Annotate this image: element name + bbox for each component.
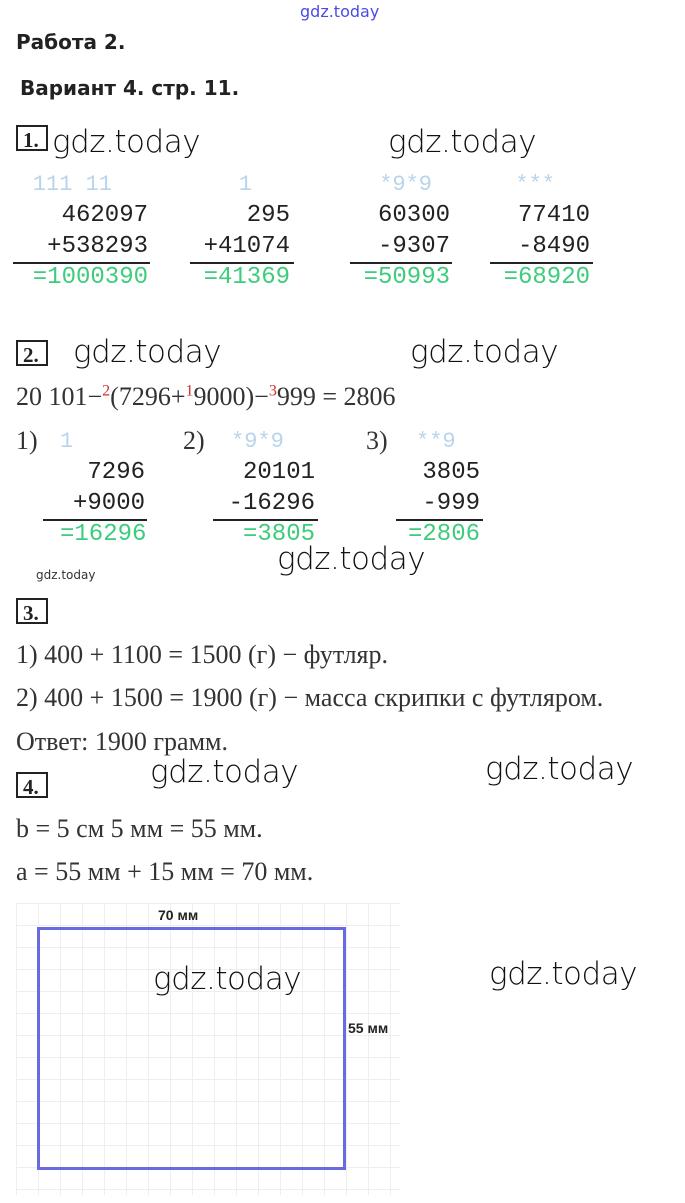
expr-part: 999 = 2806 bbox=[276, 382, 396, 411]
column-calc: *9*9 20101 -16296 =3805 bbox=[213, 426, 315, 550]
operand: 462097 bbox=[61, 202, 148, 229]
solution-line: a = 55 мм + 15 мм = 70 мм. bbox=[16, 857, 314, 886]
operand: 295 bbox=[246, 202, 290, 229]
result: =1000390 bbox=[32, 264, 148, 291]
carry: *9*9 bbox=[231, 429, 284, 454]
watermark: gdz.today bbox=[388, 124, 537, 160]
rectangle-drawing bbox=[37, 927, 346, 1170]
watermark: gdz.today bbox=[73, 334, 222, 370]
expr-part: (7296+ bbox=[110, 382, 186, 411]
result: =3805 bbox=[242, 521, 315, 548]
result: =68920 bbox=[503, 264, 590, 291]
task-number: 2. bbox=[16, 340, 48, 367]
sum-line bbox=[490, 262, 593, 264]
task-number: 4. bbox=[16, 772, 48, 799]
operand: -9307 bbox=[377, 233, 450, 260]
carry: *** bbox=[515, 172, 555, 197]
carry: **9 bbox=[416, 429, 456, 454]
column-calc: 1 7296 +9000 =16296 bbox=[60, 426, 147, 550]
height-label: 55 мм bbox=[348, 1020, 389, 1036]
operand: 20101 bbox=[242, 459, 315, 486]
answer-line: Ответ: 1900 грамм. bbox=[16, 727, 228, 756]
carry: 1 bbox=[238, 172, 252, 197]
sum-line bbox=[190, 262, 294, 264]
watermark: gdz.today bbox=[485, 751, 634, 787]
result: =41369 bbox=[203, 264, 290, 291]
variant-heading: Вариант 4. стр. 11. bbox=[20, 76, 240, 100]
solution-line: 1) 400 + 1100 = 1500 (г) − футляр. bbox=[16, 640, 389, 669]
step-label: 2) bbox=[183, 426, 205, 455]
sum-line bbox=[213, 519, 318, 521]
step-label: 3) bbox=[366, 426, 388, 455]
watermark: gdz.today bbox=[52, 124, 201, 160]
task-number: 1. bbox=[16, 125, 48, 152]
result: =50993 bbox=[363, 264, 450, 291]
order-mark: 2 bbox=[102, 382, 111, 400]
operand: 7296 bbox=[87, 459, 145, 486]
watermark: gdz.today bbox=[150, 754, 299, 790]
watermark: gdz.today bbox=[489, 956, 638, 992]
solution-line: b = 5 см 5 мм = 55 мм. bbox=[16, 814, 263, 843]
operand: +41074 bbox=[203, 233, 290, 260]
sum-line bbox=[13, 262, 150, 264]
watermark: gdz.today bbox=[410, 334, 559, 370]
watermark: gdz.today bbox=[153, 961, 302, 997]
operand: -8490 bbox=[517, 233, 590, 260]
carry: *9*9 bbox=[379, 172, 432, 197]
width-label: 70 мм bbox=[158, 907, 199, 923]
expression: 20 101−2(7296+19000)−3999 = 2806 bbox=[16, 382, 396, 412]
page-title: Работа 2. bbox=[16, 30, 126, 54]
carry: 1 bbox=[60, 429, 74, 454]
grid-paper bbox=[16, 903, 400, 1195]
sum-line bbox=[350, 262, 452, 264]
watermark: gdz.today bbox=[36, 568, 96, 582]
operand: 3805 bbox=[422, 459, 480, 486]
carry: 111 11 bbox=[32, 172, 112, 197]
sum-line bbox=[396, 519, 483, 521]
column-calc: **9 3805 -999 =2806 bbox=[396, 426, 480, 550]
step-label: 1) bbox=[16, 426, 38, 455]
column-calc: *9*9 60300 -9307 =50993 bbox=[364, 169, 450, 293]
order-mark: 1 bbox=[185, 382, 194, 400]
column-calc: *** 77410 -8490 =68920 bbox=[504, 169, 590, 293]
column-calc: 111 11 462097 +538293 =1000390 bbox=[33, 169, 148, 293]
result: =16296 bbox=[60, 521, 147, 548]
sum-line bbox=[43, 519, 147, 521]
column-calc: 1 295 +41074 =41369 bbox=[204, 169, 290, 293]
operand: 77410 bbox=[517, 202, 590, 229]
result: =2806 bbox=[407, 521, 480, 548]
operand: -16296 bbox=[228, 490, 315, 517]
operand: +538293 bbox=[47, 233, 148, 260]
watermark: gdz.today bbox=[300, 2, 380, 21]
task-number: 3. bbox=[16, 598, 48, 625]
operand: 60300 bbox=[377, 202, 450, 229]
operand: -999 bbox=[422, 490, 480, 517]
solution-line: 2) 400 + 1500 = 1900 (г) − масса скрипки… bbox=[16, 683, 604, 712]
order-mark: 3 bbox=[268, 382, 277, 400]
expr-part: 9000)− bbox=[193, 382, 269, 411]
expr-part: 20 101− bbox=[16, 382, 103, 411]
watermark: gdz.today bbox=[277, 541, 426, 577]
operand: +9000 bbox=[72, 490, 145, 517]
